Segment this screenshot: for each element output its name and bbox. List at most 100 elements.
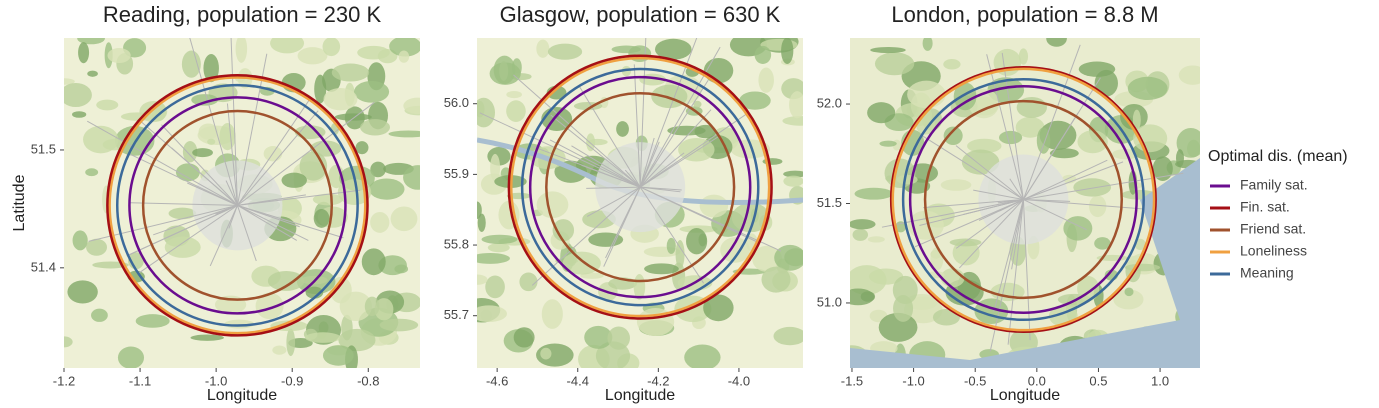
map-patch — [403, 97, 420, 114]
road — [237, 189, 361, 206]
chart-title: Reading, population = 230 K — [103, 2, 382, 27]
map-patch — [281, 172, 307, 188]
distance-circle — [128, 96, 347, 315]
map-patch — [403, 165, 420, 190]
distance-circle — [923, 99, 1123, 300]
map-patch — [868, 268, 904, 285]
map-patch — [374, 298, 394, 321]
map-patch — [323, 88, 358, 111]
road — [87, 120, 238, 206]
road — [1011, 199, 1024, 270]
x-tick-label: 1.0 — [1151, 373, 1169, 388]
map-patch — [379, 318, 419, 332]
map-patch — [272, 345, 287, 355]
road — [586, 186, 641, 189]
map-patch — [235, 38, 248, 63]
map-patch — [364, 296, 380, 317]
map-patch — [506, 100, 526, 122]
x-axis-label: Longitude — [990, 387, 1060, 404]
x-tick-label: -1.0 — [205, 373, 227, 388]
road — [973, 189, 1024, 201]
map-patch — [370, 161, 386, 178]
distance-circle — [520, 67, 760, 307]
map-patch — [389, 38, 420, 57]
road — [639, 186, 705, 284]
map-patch — [943, 59, 961, 70]
distance-circle — [908, 85, 1138, 315]
map-patch — [1073, 178, 1112, 197]
x-tick-label: -4.4 — [567, 373, 589, 388]
map-patch — [1127, 76, 1168, 101]
map-patch — [398, 50, 410, 63]
distance-circle — [507, 54, 773, 320]
map-patch — [164, 236, 201, 258]
road — [639, 152, 685, 188]
map-patch — [584, 325, 613, 349]
road — [1001, 52, 1024, 200]
map-patch — [487, 243, 510, 253]
road — [130, 202, 238, 206]
map-patch — [219, 123, 236, 151]
road — [1023, 159, 1108, 200]
y-tick-label: 55.9 — [444, 166, 469, 181]
y-tick-label: 55.8 — [444, 236, 469, 251]
legend-label: Fin. sat. — [1240, 199, 1290, 215]
map-patch — [536, 191, 569, 219]
map-patch — [313, 208, 330, 228]
map-patch — [754, 45, 772, 64]
map-patch — [703, 294, 734, 322]
road — [230, 38, 238, 206]
map-patch — [789, 91, 803, 119]
map-patch — [1036, 127, 1051, 154]
map — [477, 38, 803, 368]
map-patch — [72, 230, 88, 251]
map-patch — [388, 130, 420, 138]
map-patch — [513, 327, 535, 348]
map-patch — [357, 45, 390, 60]
legend-title: Optimal dis. (mean) — [1208, 148, 1348, 165]
map-patch — [879, 140, 897, 147]
y-tick-label: 51.0 — [817, 294, 842, 309]
map-patch — [781, 38, 794, 65]
map-patch — [312, 193, 343, 206]
road — [986, 54, 1024, 200]
map-patch — [91, 308, 108, 322]
map-patch — [334, 113, 372, 121]
map-patch — [255, 292, 284, 320]
map-patch — [198, 123, 219, 140]
map-patch — [782, 116, 803, 126]
map-patch — [270, 38, 305, 54]
map-patch — [940, 268, 965, 288]
map-patch — [368, 178, 405, 200]
distance-circle — [115, 83, 359, 327]
road — [225, 180, 238, 206]
map-patch — [361, 248, 386, 276]
distance-circle — [528, 75, 752, 299]
road — [958, 199, 1024, 269]
x-tick-label: -1.1 — [129, 373, 151, 388]
road — [571, 145, 641, 188]
map-patch — [1124, 263, 1161, 272]
x-tick-label: -4.0 — [728, 373, 750, 388]
map-patch — [305, 332, 341, 343]
map-patch — [64, 78, 75, 85]
road — [153, 204, 238, 236]
map-patch — [477, 305, 507, 323]
road — [237, 204, 298, 241]
road — [513, 74, 641, 188]
road — [989, 199, 1024, 352]
road — [1023, 172, 1184, 201]
road — [579, 86, 641, 188]
map-patch — [783, 175, 803, 187]
map-patch — [1178, 65, 1200, 85]
map-patch — [1132, 109, 1141, 131]
map-patch — [1124, 287, 1134, 297]
map-patch — [314, 74, 327, 104]
distance-circle — [901, 77, 1145, 322]
y-axis-label: Latitude — [11, 174, 28, 231]
road — [581, 164, 641, 188]
map-patch — [181, 50, 201, 78]
road — [237, 204, 344, 239]
road — [171, 147, 238, 206]
map-patch — [64, 82, 92, 108]
